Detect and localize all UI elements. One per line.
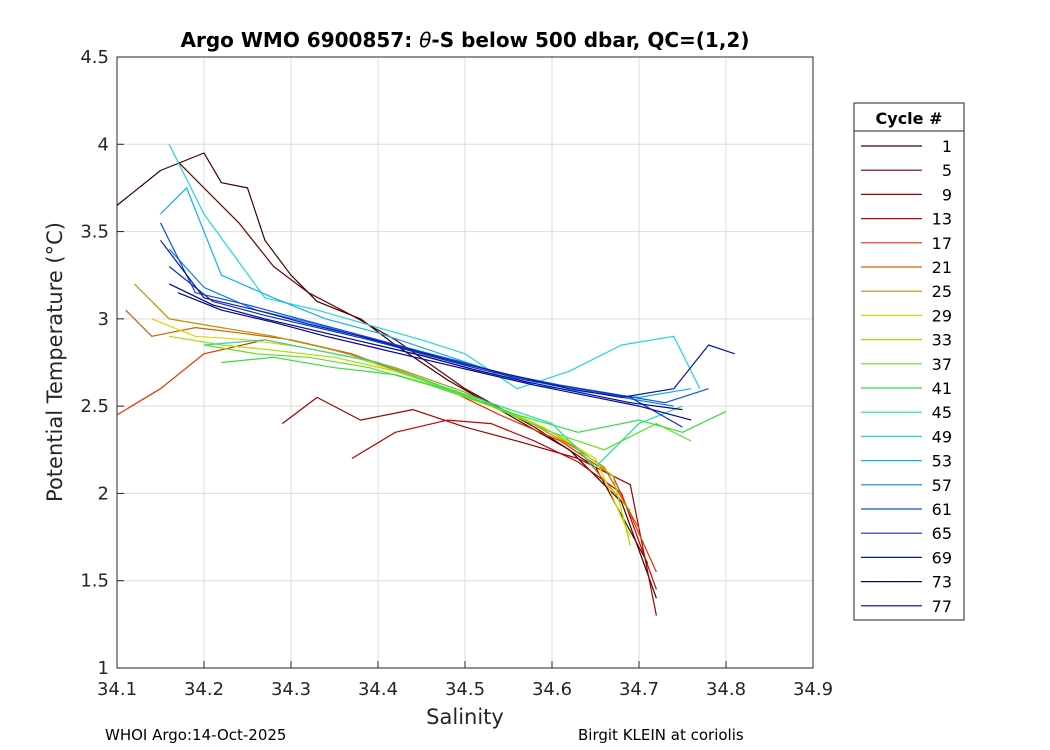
series-line-cycle-29 (151, 318, 631, 538)
legend-label-cycle-49: 49 (932, 427, 952, 446)
legend-label-cycle-45: 45 (932, 403, 952, 422)
legend-label-cycle-25: 25 (932, 282, 952, 301)
y-tick-label: 1 (98, 658, 109, 679)
y-axis-label: Potential Temperature (°C) (43, 222, 67, 502)
legend-label-cycle-29: 29 (932, 306, 952, 325)
legend-title: Cycle # (876, 109, 943, 128)
legend-label-cycle-9: 9 (942, 185, 952, 204)
legend-label-cycle-33: 33 (932, 331, 952, 350)
legend-label-cycle-21: 21 (932, 258, 952, 277)
y-tick-label: 3.5 (80, 222, 109, 243)
series-line-cycle-45 (203, 339, 683, 468)
y-tick-label: 1.5 (80, 571, 109, 592)
series-line-cycle-25 (133, 283, 631, 512)
legend-label-cycle-65: 65 (932, 524, 952, 543)
legend-label-cycle-53: 53 (932, 452, 952, 471)
series-line-cycle-77 (177, 292, 692, 421)
legend-box (853, 102, 965, 621)
x-tick-label: 34.5 (445, 679, 485, 700)
legend-label-cycle-77: 77 (932, 597, 952, 616)
x-tick-label: 34.4 (358, 679, 398, 700)
series-line-cycle-73 (168, 283, 683, 411)
theta-symbol: θ (419, 28, 431, 52)
legend-label-cycle-69: 69 (932, 548, 952, 567)
series-line-cycle-5 (177, 161, 649, 564)
y-tick-label: 4.5 (80, 47, 109, 68)
legend-items: 1 5 9 13 17 21 25 29 33 37 41 45 49 53 57 61 65 69 73 77 (861, 137, 952, 616)
x-tick-label: 34.8 (706, 679, 746, 700)
series-line-cycle-49 (168, 144, 701, 390)
chart-title-suffix: -S below 500 dbar, QC=(1,2) (431, 28, 749, 52)
x-axis-label: Salinity (426, 705, 504, 729)
legend-label-cycle-5: 5 (942, 161, 952, 180)
footer-right: Birgit KLEIN at coriolis (578, 726, 744, 744)
legend-label-cycle-61: 61 (932, 500, 952, 519)
y-tick-label: 4 (98, 134, 109, 155)
y-tick-label: 3 (98, 309, 109, 330)
series-line-cycle-37 (203, 344, 692, 451)
x-tick-label: 34.1 (97, 679, 137, 700)
series-line-cycle-33 (169, 335, 631, 546)
legend-label-cycle-1: 1 (942, 137, 952, 156)
x-tick-label: 34.3 (271, 679, 311, 700)
chart-title-prefix: Argo WMO 6900857: (181, 28, 420, 52)
legend-label-cycle-37: 37 (932, 355, 952, 374)
series-line-cycle-1 (116, 152, 657, 599)
series-line-cycle-65 (168, 266, 683, 428)
legend-label-cycle-57: 57 (932, 476, 952, 495)
x-tick-label: 34.6 (532, 679, 572, 700)
legend-label-cycle-13: 13 (932, 210, 952, 229)
legend: Cycle # 1 5 9 13 17 21 25 29 33 37 41 45 49 53 57 61 65 6… (853, 102, 965, 621)
x-tick-label: 34.7 (619, 679, 659, 700)
legend-label-cycle-73: 73 (932, 573, 952, 592)
series-line-cycle-69 (160, 239, 735, 398)
plot-series (116, 144, 735, 616)
legend-label-cycle-17: 17 (932, 234, 952, 253)
legend-label-cycle-41: 41 (932, 379, 952, 398)
y-tick-label: 2.5 (80, 396, 109, 417)
x-tick-label: 34.9 (793, 679, 833, 700)
y-tick-label: 2 (98, 483, 109, 504)
series-line-cycle-41 (221, 356, 727, 433)
chart-title: Argo WMO 6900857: θ-S below 500 dbar, QC… (181, 28, 750, 52)
footer-left: WHOI Argo:14-Oct-2025 (105, 726, 287, 744)
x-tick-label: 34.2 (184, 679, 224, 700)
axis-ticks: 34.1 34.2 34.3 34.4 34.5 34.6 34.7 34.8 34.911.5… (80, 47, 833, 700)
series-line-cycle-13 (351, 419, 657, 590)
